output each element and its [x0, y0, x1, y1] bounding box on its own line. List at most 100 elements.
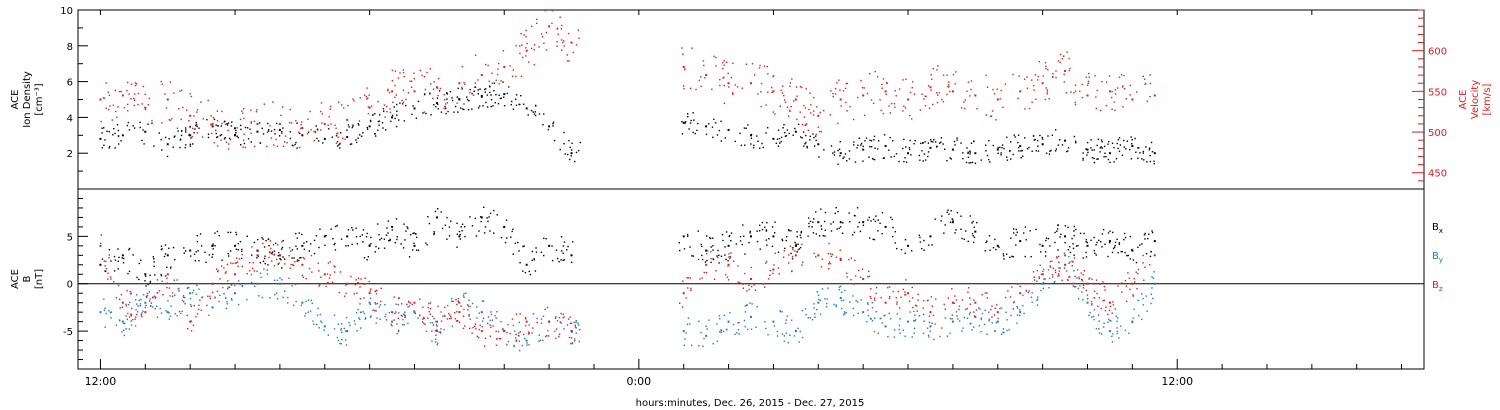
- by-sample: [513, 344, 515, 347]
- density-sample: [382, 127, 384, 129]
- velocity-point-31: [884, 90, 887, 93]
- bz-sample: [130, 314, 132, 316]
- by-sample: [304, 315, 306, 317]
- bz-sample: [464, 325, 466, 327]
- bx-sample: [240, 250, 243, 253]
- bz-sample: [986, 292, 988, 294]
- density-sample: [895, 152, 898, 155]
- velocity-sample: [391, 69, 394, 71]
- density-sample: [542, 124, 544, 126]
- density-sample: [873, 158, 876, 161]
- velocity-sample: [556, 40, 558, 43]
- density-sample: [802, 131, 805, 133]
- velocity-sample: [336, 133, 338, 135]
- velocity-sample: [117, 106, 119, 108]
- velocity-sample: [289, 108, 291, 111]
- bx-sample: [362, 229, 365, 231]
- velocity-sample: [1144, 82, 1147, 85]
- density-sample: [179, 146, 181, 149]
- velocity-sample: [885, 93, 887, 95]
- bz-sample: [956, 315, 958, 317]
- by-sample: [538, 340, 540, 342]
- by-sample: [431, 322, 434, 324]
- by-sample: [192, 292, 194, 294]
- velocity-point-19: [525, 49, 528, 52]
- bz-sample: [1058, 261, 1060, 263]
- velocity-sample: [133, 104, 136, 107]
- bz-sample: [1093, 297, 1095, 299]
- by-sample: [348, 322, 350, 324]
- by-sample: [821, 288, 824, 290]
- bx-sample: [954, 232, 956, 234]
- bz-sample: [1071, 265, 1073, 267]
- density-sample: [114, 132, 116, 135]
- by-sample: [790, 319, 793, 321]
- density-sample: [233, 127, 236, 130]
- density-tick-label: 6: [67, 78, 73, 89]
- bx-sample: [240, 257, 243, 260]
- by-sample: [815, 308, 818, 311]
- bz-sample: [394, 312, 396, 315]
- bz-sample: [130, 293, 132, 295]
- velocity-sample: [805, 88, 807, 90]
- bx-sample: [879, 222, 881, 225]
- by-sample: [988, 318, 990, 321]
- density-sample: [794, 127, 796, 130]
- bz-sample: [105, 260, 107, 262]
- bx-sample: [960, 215, 962, 217]
- density-sample: [745, 127, 747, 130]
- by-sample: [195, 293, 197, 295]
- bz-sample: [129, 290, 131, 293]
- bx-sample: [800, 230, 803, 233]
- bx-sample: [787, 229, 790, 231]
- bz-sample: [772, 272, 774, 275]
- bz-sample: [905, 279, 907, 281]
- velocity-sample: [1099, 109, 1102, 112]
- bz-sample: [224, 272, 227, 274]
- velocity-sample: [321, 122, 323, 124]
- bz-sample: [828, 263, 830, 265]
- bz-sample: [951, 314, 954, 316]
- by-sample: [979, 308, 981, 310]
- by-sample: [187, 286, 189, 289]
- by-point-23: [705, 334, 708, 337]
- by-sample: [914, 314, 916, 316]
- bx-sample: [334, 249, 337, 251]
- by-point-4: [189, 292, 192, 295]
- bz-sample: [1135, 271, 1137, 273]
- bz-sample: [117, 284, 120, 287]
- bz-sample: [984, 292, 987, 294]
- bz-sample: [275, 258, 278, 261]
- bz-sample: [527, 333, 530, 335]
- bx-sample: [1002, 255, 1005, 257]
- velocity-sample: [846, 110, 848, 112]
- density-sample: [543, 113, 545, 115]
- density-sample: [1134, 137, 1136, 140]
- velocity-sample: [182, 106, 184, 109]
- density-sample: [848, 150, 851, 152]
- by-sample: [732, 323, 735, 326]
- bz-sample: [1093, 282, 1095, 285]
- velocity-sample: [566, 60, 569, 62]
- density-sample: [778, 137, 781, 140]
- velocity-sample: [703, 64, 705, 67]
- bx-sample: [1129, 258, 1132, 260]
- bz-sample: [1068, 276, 1070, 278]
- bx-sample: [114, 259, 117, 261]
- bz-sample: [828, 268, 830, 270]
- bz-sample: [107, 272, 109, 274]
- density-sample: [494, 101, 496, 104]
- by-sample: [521, 344, 524, 347]
- velocity-sample: [948, 84, 950, 86]
- bx-sample: [512, 253, 514, 255]
- bx-sample: [701, 245, 703, 248]
- velocity-sample: [180, 118, 182, 121]
- bx-sample: [1085, 238, 1088, 241]
- bz-sample: [195, 315, 197, 318]
- bx-sample: [947, 209, 949, 211]
- bz-sample: [1080, 272, 1083, 274]
- density-sample: [484, 91, 486, 93]
- density-point-40: [1086, 148, 1089, 151]
- bx-sample: [303, 242, 305, 244]
- velocity-sample: [772, 111, 775, 113]
